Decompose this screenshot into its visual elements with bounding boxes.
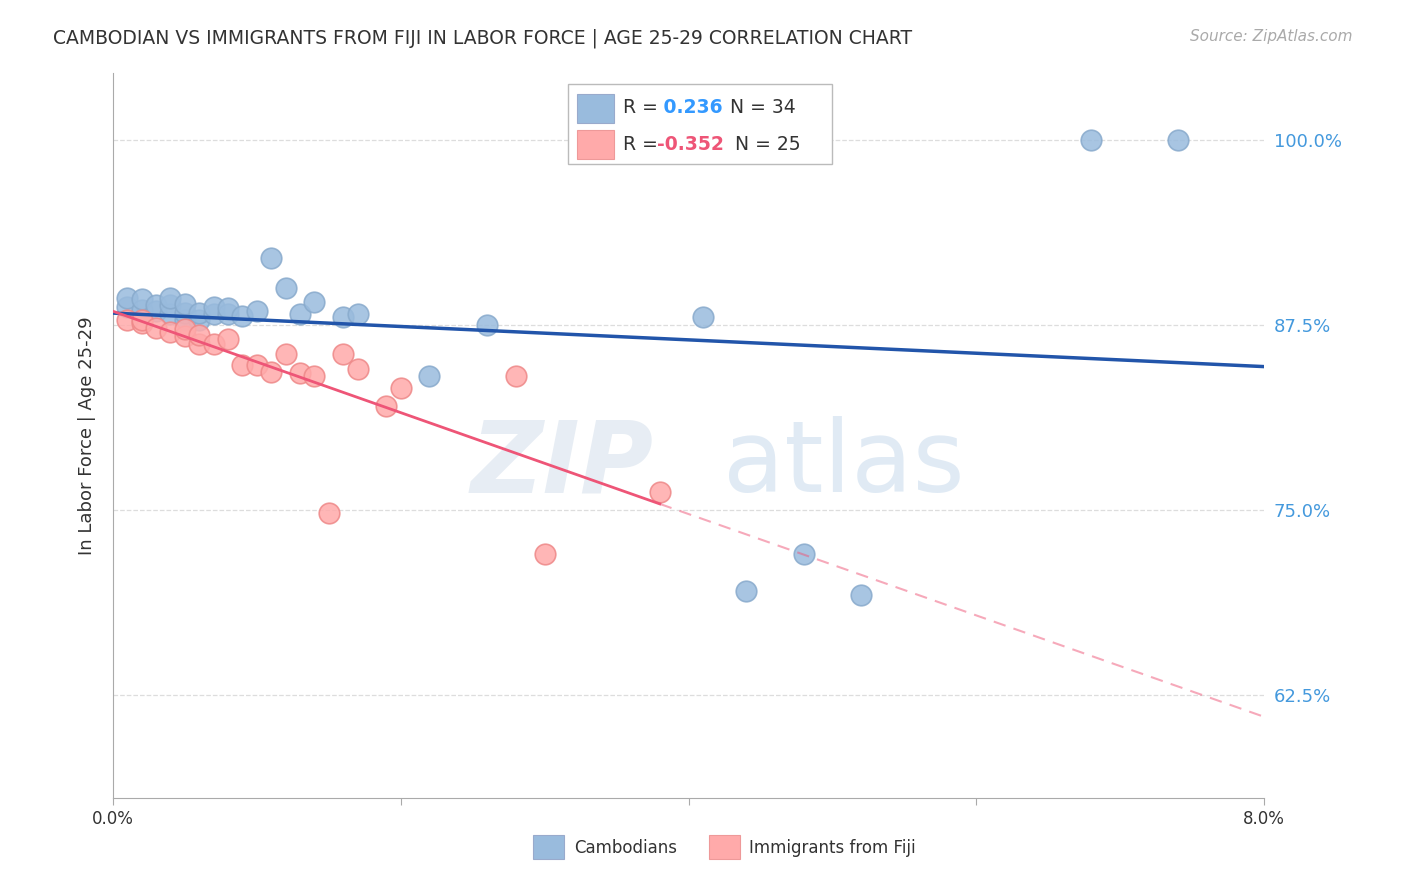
Text: ZIP: ZIP	[471, 416, 654, 513]
Point	[231, 309, 253, 323]
Point	[202, 300, 225, 314]
FancyBboxPatch shape	[576, 94, 613, 122]
Point	[304, 295, 326, 310]
Point	[246, 304, 269, 318]
FancyBboxPatch shape	[568, 84, 832, 163]
Point	[288, 367, 311, 381]
Point	[202, 336, 225, 351]
Point	[159, 325, 181, 339]
Point	[188, 313, 211, 327]
Point	[475, 318, 498, 332]
Point	[648, 484, 671, 499]
Point	[117, 300, 139, 314]
Point	[735, 583, 758, 598]
Point	[188, 327, 211, 342]
Text: Immigrants from Fiji: Immigrants from Fiji	[749, 838, 917, 857]
Point	[346, 362, 368, 376]
Point	[346, 307, 368, 321]
Point	[304, 369, 326, 384]
Point	[202, 307, 225, 321]
Text: atlas: atlas	[723, 416, 965, 513]
Point	[173, 297, 195, 311]
Point	[375, 399, 398, 413]
Point	[173, 329, 195, 343]
Point	[505, 369, 527, 384]
Point	[173, 322, 195, 336]
Point	[418, 369, 440, 384]
Point	[131, 313, 153, 327]
Text: Cambodians: Cambodians	[574, 838, 676, 857]
Point	[231, 358, 253, 372]
Y-axis label: In Labor Force | Age 25-29: In Labor Force | Age 25-29	[79, 317, 96, 555]
Point	[173, 306, 195, 320]
Point	[318, 506, 340, 520]
Point	[173, 313, 195, 327]
Point	[793, 547, 815, 561]
Text: Source: ZipAtlas.com: Source: ZipAtlas.com	[1189, 29, 1353, 44]
Point	[692, 310, 714, 325]
Point	[131, 293, 153, 307]
Point	[288, 307, 311, 321]
Point	[188, 336, 211, 351]
Point	[131, 316, 153, 330]
Point	[145, 320, 167, 334]
Point	[332, 347, 354, 361]
Point	[260, 365, 283, 379]
Point	[217, 332, 239, 346]
Text: N = 25: N = 25	[723, 135, 800, 154]
Point	[1167, 132, 1189, 146]
Point	[274, 347, 297, 361]
FancyBboxPatch shape	[576, 130, 613, 160]
Point	[159, 291, 181, 305]
Point	[217, 307, 239, 321]
Point	[533, 547, 555, 561]
Point	[131, 302, 153, 317]
Point	[159, 307, 181, 321]
Point	[188, 306, 211, 320]
Point	[1080, 132, 1102, 146]
Text: R =: R =	[623, 135, 664, 154]
Point	[246, 358, 269, 372]
Text: 0.236: 0.236	[658, 98, 723, 118]
Point	[260, 251, 283, 265]
Text: -0.352: -0.352	[658, 135, 724, 154]
Text: N = 34: N = 34	[718, 98, 796, 118]
Point	[849, 588, 872, 602]
Point	[217, 301, 239, 316]
Point	[274, 280, 297, 294]
Point	[332, 310, 354, 325]
Point	[145, 298, 167, 312]
Point	[117, 291, 139, 305]
Text: R =: R =	[623, 98, 664, 118]
Point	[117, 313, 139, 327]
Point	[159, 298, 181, 312]
Point	[389, 381, 412, 395]
Text: CAMBODIAN VS IMMIGRANTS FROM FIJI IN LABOR FORCE | AGE 25-29 CORRELATION CHART: CAMBODIAN VS IMMIGRANTS FROM FIJI IN LAB…	[53, 29, 912, 48]
Point	[145, 304, 167, 318]
